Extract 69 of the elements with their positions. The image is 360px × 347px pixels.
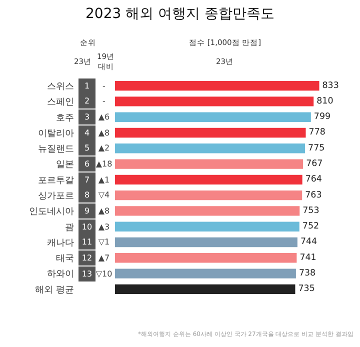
data-label: 764 bbox=[305, 174, 322, 185]
text: 6 bbox=[84, 160, 90, 168]
y-tick-label: 괌 bbox=[65, 222, 74, 233]
text: ▲3 bbox=[98, 222, 110, 232]
text: ▽4 bbox=[98, 190, 110, 200]
bar bbox=[115, 190, 302, 200]
y-tick-label: 태국 bbox=[56, 254, 74, 264]
text: ▲7 bbox=[98, 254, 110, 262]
data-label: 744 bbox=[300, 237, 318, 248]
bar bbox=[115, 80, 320, 91]
text: - bbox=[102, 82, 106, 90]
data-label: 767 bbox=[306, 158, 323, 169]
y-tick-label: 인도네시아 bbox=[29, 207, 74, 218]
bar bbox=[115, 237, 298, 248]
text: 1 bbox=[84, 82, 90, 90]
data-label: 735 bbox=[298, 284, 315, 294]
data-label: 753 bbox=[302, 206, 320, 216]
text: 8 bbox=[84, 190, 90, 200]
text: - bbox=[102, 96, 106, 106]
bar bbox=[115, 284, 296, 294]
text: 5 bbox=[84, 144, 90, 152]
y-tick-label: 뉴질랜드 bbox=[38, 144, 74, 155]
data-label: 833 bbox=[322, 80, 339, 91]
y-tick-label: 스위스 bbox=[47, 82, 74, 92]
data-label: 778 bbox=[308, 128, 326, 138]
bar bbox=[115, 159, 304, 169]
text: ▲1 bbox=[98, 176, 110, 184]
y-tick-label: 스페인 bbox=[47, 98, 74, 108]
text: ▲8 bbox=[98, 206, 110, 216]
text: 2 bbox=[84, 96, 90, 106]
bar bbox=[115, 268, 296, 278]
data-label: 738 bbox=[298, 268, 316, 278]
data-label: 752 bbox=[302, 222, 320, 232]
bar bbox=[115, 206, 300, 216]
text: ▲18 bbox=[96, 160, 112, 168]
text: ▲2 bbox=[98, 144, 110, 152]
text: 4 bbox=[84, 128, 90, 138]
text: 7 bbox=[84, 176, 90, 184]
bar bbox=[115, 112, 311, 122]
text: ▽10 bbox=[96, 270, 112, 278]
y-tick-label: 일본 bbox=[56, 160, 74, 170]
y-tick-label: 싱가포르 bbox=[38, 191, 74, 202]
data-label: 741 bbox=[300, 252, 316, 263]
text: 11 bbox=[82, 238, 92, 246]
data-label: 775 bbox=[308, 143, 325, 154]
bar bbox=[115, 253, 297, 263]
data-label: 799 bbox=[314, 112, 331, 122]
text: 12 bbox=[82, 254, 92, 262]
text: 10 bbox=[82, 222, 92, 232]
chart-title: 2023 해외 여행지 종합만족도 bbox=[86, 6, 274, 22]
text: 3 bbox=[84, 112, 90, 122]
bar bbox=[115, 222, 300, 232]
y-tick-label: 해외 평균 bbox=[35, 285, 74, 296]
bar bbox=[115, 174, 302, 185]
bar bbox=[115, 128, 306, 138]
text: ▲6 bbox=[98, 112, 110, 122]
text: ▲8 bbox=[98, 128, 110, 138]
y-tick-label: 캐나다 bbox=[47, 238, 74, 248]
text: ▽1 bbox=[98, 238, 110, 246]
data-label: 810 bbox=[316, 96, 334, 106]
y-tick-label: 이탈리아 bbox=[38, 128, 74, 139]
y-tick-label: 포르투갈 bbox=[38, 176, 74, 186]
text: 13 bbox=[82, 270, 92, 278]
y-tick-label: 하와이 bbox=[47, 270, 74, 280]
bar bbox=[115, 96, 314, 106]
y-tick-label: 호주 bbox=[56, 113, 74, 124]
bar bbox=[115, 144, 306, 154]
text: 9 bbox=[84, 206, 90, 216]
data-label: 763 bbox=[305, 190, 322, 200]
